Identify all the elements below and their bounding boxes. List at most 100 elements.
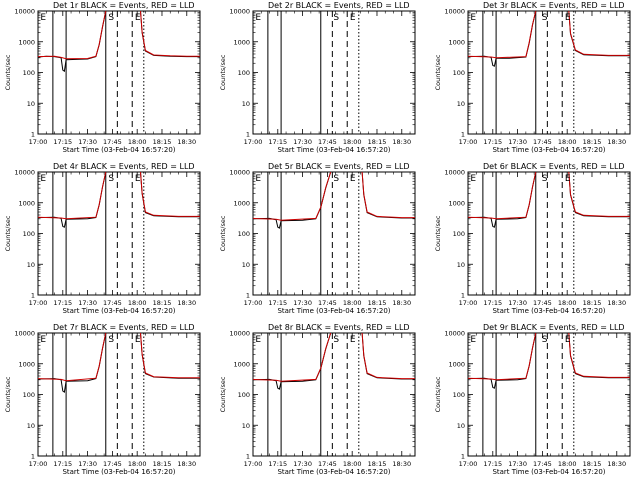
x-tick-label: 18:00 xyxy=(558,460,577,468)
plot-frame xyxy=(467,332,631,457)
x-tick-label: 18:15 xyxy=(368,299,387,307)
x-tick-label: 17:45 xyxy=(318,460,337,468)
interval-marker: E xyxy=(255,335,261,345)
plot-area xyxy=(38,11,200,73)
x-tick-label: 17:15 xyxy=(53,299,72,307)
y-tick-label: 10000 xyxy=(229,169,250,177)
y-tick-label: 1 xyxy=(31,131,35,139)
x-tick-label: 18:00 xyxy=(343,460,362,468)
lld-series xyxy=(38,11,107,60)
interval-marker: E xyxy=(255,13,261,23)
x-tick-label: 17:45 xyxy=(533,460,552,468)
plot-area xyxy=(468,333,630,389)
y-tick-label: 10 xyxy=(27,422,35,430)
x-tick-label: 18:00 xyxy=(128,299,147,307)
y-axis-label: Counts/sec xyxy=(434,376,442,412)
events-series xyxy=(140,11,200,58)
plot-frame xyxy=(37,171,201,296)
x-tick-label: 18:15 xyxy=(368,460,387,468)
y-axis-label: Counts/sec xyxy=(219,215,227,251)
y-tick-label: 10000 xyxy=(444,8,465,16)
interval-marker: S xyxy=(542,335,548,345)
x-tick-label: 17:00 xyxy=(459,460,478,468)
x-tick-label: 17:30 xyxy=(508,299,527,307)
x-tick-label: 17:30 xyxy=(508,138,527,146)
x-tick-label: 17:45 xyxy=(318,299,337,307)
x-tick-label: 17:45 xyxy=(533,299,552,307)
panel-title: Det 5r BLACK = Events, RED = LLD xyxy=(268,162,410,171)
x-axis-label: Start Time (03-Feb-04 16:57:20) xyxy=(492,146,605,154)
y-tick-label: 1000 xyxy=(18,360,35,368)
y-tick-label: 1 xyxy=(246,131,250,139)
y-tick-label: 1000 xyxy=(18,199,35,207)
events-series xyxy=(361,172,415,219)
x-axis-label: Start Time (03-Feb-04 16:57:20) xyxy=(62,307,175,315)
interval-marker: E xyxy=(565,13,571,23)
y-tick-label: 1 xyxy=(31,292,35,300)
y-tick-label: 1000 xyxy=(448,38,465,46)
y-tick-label: 10000 xyxy=(444,330,465,338)
interval-marker: E xyxy=(40,13,46,23)
y-tick-label: 10 xyxy=(242,261,250,269)
panel-1: Det 1r BLACK = Events, RED = LLD 1 10 100 10… xyxy=(4,1,201,154)
x-tick-label: 17:15 xyxy=(483,299,502,307)
x-tick-label: 18:00 xyxy=(128,138,147,146)
plot-area xyxy=(253,333,415,390)
y-tick-label: 1 xyxy=(461,453,465,461)
panel-8: Det 8r BLACK = Events, RED = LLD 1 10 100 10… xyxy=(219,323,416,476)
x-tick-label: 18:15 xyxy=(153,138,172,146)
panel-9: Det 9r BLACK = Events, RED = LLD 1 10 100 10… xyxy=(434,323,631,476)
plot-frame xyxy=(467,10,631,135)
interval-marker: E xyxy=(40,335,46,345)
interval-marker: S xyxy=(333,13,339,23)
interval-marker: S xyxy=(333,335,339,345)
lld-series xyxy=(140,11,200,57)
y-tick-label: 10 xyxy=(27,261,35,269)
x-axis-label: Start Time (03-Feb-04 16:57:20) xyxy=(277,146,390,154)
y-axis-label: Counts/sec xyxy=(4,376,12,412)
y-tick-label: 1 xyxy=(461,131,465,139)
x-tick-label: 18:30 xyxy=(607,138,626,146)
y-axis-label: Counts/sec xyxy=(4,54,12,90)
y-tick-label: 100 xyxy=(238,69,250,77)
events-series xyxy=(568,172,630,218)
lld-series xyxy=(468,172,537,220)
y-tick-label: 100 xyxy=(453,230,465,238)
x-tick-label: 17:45 xyxy=(533,138,552,146)
x-tick-label: 18:30 xyxy=(177,138,196,146)
plot-area xyxy=(253,172,415,229)
y-tick-label: 1 xyxy=(31,453,35,461)
lld-series xyxy=(361,172,415,219)
events-series xyxy=(38,11,107,73)
y-axis-label: Counts/sec xyxy=(434,54,442,90)
interval-marker: S xyxy=(108,174,114,184)
interval-marker: E xyxy=(40,174,46,184)
x-tick-label: 18:15 xyxy=(153,460,172,468)
panel-title: Det 2r BLACK = Events, RED = LLD xyxy=(268,1,410,10)
panel-title: Det 4r BLACK = Events, RED = LLD xyxy=(53,162,195,171)
x-axis-label: Start Time (03-Feb-04 16:57:20) xyxy=(492,307,605,315)
panel-title: Det 6r BLACK = Events, RED = LLD xyxy=(483,162,625,171)
y-tick-label: 1000 xyxy=(448,199,465,207)
interval-marker: E xyxy=(565,335,571,345)
plot-frame xyxy=(252,332,416,457)
x-tick-label: 17:45 xyxy=(103,138,122,146)
plot-area xyxy=(468,11,630,67)
x-tick-label: 18:30 xyxy=(392,460,411,468)
y-tick-label: 1000 xyxy=(233,199,250,207)
y-tick-label: 10 xyxy=(457,100,465,108)
x-tick-label: 17:00 xyxy=(29,299,48,307)
panel-2: Det 2r BLACK = Events, RED = LLD 1 10 100 10… xyxy=(219,1,416,154)
x-tick-label: 18:00 xyxy=(128,460,147,468)
lld-series xyxy=(38,333,107,382)
interval-marker: S xyxy=(542,13,548,23)
interval-marker: E xyxy=(255,174,261,184)
panel-6: Det 6r BLACK = Events, RED = LLD 1 10 100 10… xyxy=(434,162,631,315)
x-axis-label: Start Time (03-Feb-04 16:57:20) xyxy=(62,468,175,476)
x-tick-label: 18:15 xyxy=(583,299,602,307)
x-tick-label: 17:00 xyxy=(244,138,263,146)
y-tick-label: 1000 xyxy=(233,360,250,368)
x-tick-label: 18:30 xyxy=(177,299,196,307)
plot-frame xyxy=(37,332,201,457)
